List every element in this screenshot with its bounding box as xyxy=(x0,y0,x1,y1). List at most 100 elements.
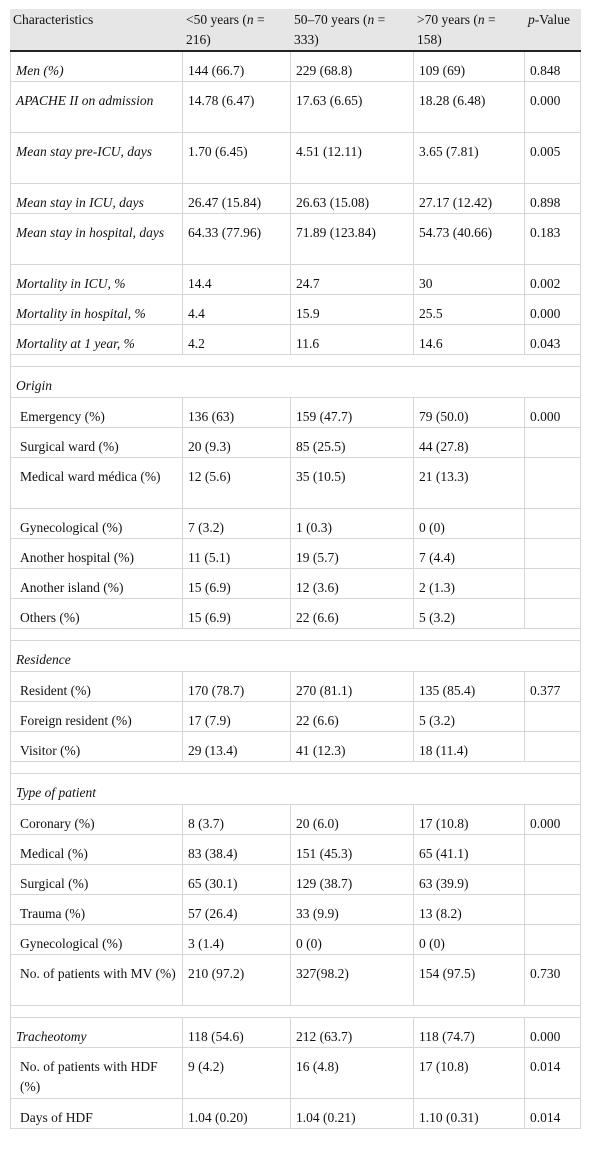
table-row: Another hospital (%) 11 (5.1) 19 (5.7) 7… xyxy=(10,538,581,569)
row-label: Trauma (%) xyxy=(10,894,183,925)
cell-under-50: 29 (13.4) xyxy=(182,731,291,762)
cell-under-50: 83 (38.4) xyxy=(182,834,291,865)
header-group-over-70: >70 years (n = 158) xyxy=(413,9,525,52)
cell-p-value: 0.005 xyxy=(524,132,581,184)
table-row: Emergency (%) 136 (63) 159 (47.7) 79 (50… xyxy=(10,397,581,428)
table-row: Trauma (%) 57 (26.4) 33 (9.9) 13 (8.2) xyxy=(10,894,581,925)
cell-under-50: 1.04 (0.20) xyxy=(182,1098,291,1129)
cell-50-70: 11.6 xyxy=(290,324,414,355)
cell-over-70: 63 (39.9) xyxy=(413,864,525,895)
table-row: Coronary (%) 8 (3.7) 20 (6.0) 17 (10.8) … xyxy=(10,804,581,835)
table-row: Resident (%) 170 (78.7) 270 (81.1) 135 (… xyxy=(10,671,581,702)
row-label: Tracheotomy xyxy=(10,1017,183,1048)
cell-p-value: 0.730 xyxy=(524,954,581,1006)
cell-under-50: 3 (1.4) xyxy=(182,924,291,955)
cell-under-50: 1.70 (6.45) xyxy=(182,132,291,184)
table-row: Gynecological (%) 7 (3.2) 1 (0.3) 0 (0) xyxy=(10,508,581,539)
cell-50-70: 24.7 xyxy=(290,264,414,295)
table-header-row: Characteristics <50 years (n = 216) 50–7… xyxy=(10,9,581,52)
cell-50-70: 0 (0) xyxy=(290,924,414,955)
row-label: Mean stay in hospital, days xyxy=(10,213,183,265)
table-row: Mortality in ICU, % 14.4 24.7 30 0.002 xyxy=(10,264,581,295)
cell-over-70: 118 (74.7) xyxy=(413,1017,525,1048)
section-title: Type of patient xyxy=(10,773,581,805)
section-spacer xyxy=(10,628,581,641)
cell-under-50: 118 (54.6) xyxy=(182,1017,291,1048)
cell-p-value: 0.377 xyxy=(524,671,581,702)
row-label: Coronary (%) xyxy=(10,804,183,835)
cell-over-70: 1.10 (0.31) xyxy=(413,1098,525,1129)
cell-over-70: 135 (85.4) xyxy=(413,671,525,702)
cell-under-50: 11 (5.1) xyxy=(182,538,291,569)
cell-under-50: 9 (4.2) xyxy=(182,1047,291,1099)
cell-under-50: 57 (26.4) xyxy=(182,894,291,925)
cell-50-70: 212 (63.7) xyxy=(290,1017,414,1048)
cell-p-value xyxy=(524,924,581,955)
cell-50-70: 1.04 (0.21) xyxy=(290,1098,414,1129)
table-row: Visitor (%) 29 (13.4) 41 (12.3) 18 (11.4… xyxy=(10,731,581,762)
cell-under-50: 12 (5.6) xyxy=(182,457,291,509)
cell-p-value: 0.000 xyxy=(524,81,581,133)
cell-p-value: 0.000 xyxy=(524,294,581,325)
row-label: Gynecological (%) xyxy=(10,924,183,955)
table-row: Surgical (%) 65 (30.1) 129 (38.7) 63 (39… xyxy=(10,864,581,895)
table-row: Mortality in hospital, % 4.4 15.9 25.5 0… xyxy=(10,294,581,325)
table-row: Surgical ward (%) 20 (9.3) 85 (25.5) 44 … xyxy=(10,427,581,458)
cell-p-value: 0.014 xyxy=(524,1047,581,1099)
cell-under-50: 64.33 (77.96) xyxy=(182,213,291,265)
row-label: Surgical ward (%) xyxy=(10,427,183,458)
row-label: Medical (%) xyxy=(10,834,183,865)
cell-p-value: 0.043 xyxy=(524,324,581,355)
cell-under-50: 8 (3.7) xyxy=(182,804,291,835)
cell-under-50: 4.4 xyxy=(182,294,291,325)
section-spacer xyxy=(10,1005,581,1018)
cell-50-70: 19 (5.7) xyxy=(290,538,414,569)
cell-50-70: 1 (0.3) xyxy=(290,508,414,539)
cell-p-value xyxy=(524,864,581,895)
cell-p-value: 0.002 xyxy=(524,264,581,295)
cell-50-70: 151 (45.3) xyxy=(290,834,414,865)
row-label: Men (%) xyxy=(10,50,183,82)
cell-over-70: 13 (8.2) xyxy=(413,894,525,925)
row-label: Days of HDF xyxy=(10,1098,183,1129)
table-row: Mean stay pre-ICU, days 1.70 (6.45) 4.51… xyxy=(10,132,581,184)
row-label: Mortality at 1 year, % xyxy=(10,324,183,355)
header-group-under-50: <50 years (n = 216) xyxy=(182,9,291,52)
cell-over-70: 154 (97.5) xyxy=(413,954,525,1006)
table-row: No. of patients with HDF (%) 9 (4.2) 16 … xyxy=(10,1047,581,1099)
row-label: Medical ward médica (%) xyxy=(10,457,183,509)
cell-p-value: 0.848 xyxy=(524,50,581,82)
cell-50-70: 16 (4.8) xyxy=(290,1047,414,1099)
row-label: Mortality in hospital, % xyxy=(10,294,183,325)
cell-p-value xyxy=(524,508,581,539)
cell-50-70: 22 (6.6) xyxy=(290,701,414,732)
cell-over-70: 79 (50.0) xyxy=(413,397,525,428)
row-label: Another island (%) xyxy=(10,568,183,599)
cell-p-value xyxy=(524,894,581,925)
cell-over-70: 7 (4.4) xyxy=(413,538,525,569)
cell-50-70: 270 (81.1) xyxy=(290,671,414,702)
cell-over-70: 5 (3.2) xyxy=(413,701,525,732)
cell-p-value xyxy=(524,427,581,458)
cell-under-50: 26.47 (15.84) xyxy=(182,183,291,214)
row-label: Gynecological (%) xyxy=(10,508,183,539)
cell-over-70: 2 (1.3) xyxy=(413,568,525,599)
cell-over-70: 0 (0) xyxy=(413,924,525,955)
cell-50-70: 327(98.2) xyxy=(290,954,414,1006)
cell-under-50: 4.2 xyxy=(182,324,291,355)
section-header-type-of-patient: Type of patient xyxy=(10,773,581,805)
section-spacer xyxy=(10,761,581,774)
table-row: Gynecological (%) 3 (1.4) 0 (0) 0 (0) xyxy=(10,924,581,955)
table-row: Mortality at 1 year, % 4.2 11.6 14.6 0.0… xyxy=(10,324,581,355)
row-label: Surgical (%) xyxy=(10,864,183,895)
cell-under-50: 14.78 (6.47) xyxy=(182,81,291,133)
cell-50-70: 85 (25.5) xyxy=(290,427,414,458)
row-label: Mortality in ICU, % xyxy=(10,264,183,295)
row-label: No. of patients with HDF (%) xyxy=(10,1047,183,1099)
cell-p-value: 0.000 xyxy=(524,1017,581,1048)
cell-50-70: 71.89 (123.84) xyxy=(290,213,414,265)
table-row: Days of HDF 1.04 (0.20) 1.04 (0.21) 1.10… xyxy=(10,1098,581,1129)
cell-over-70: 18.28 (6.48) xyxy=(413,81,525,133)
cell-under-50: 14.4 xyxy=(182,264,291,295)
cell-under-50: 210 (97.2) xyxy=(182,954,291,1006)
